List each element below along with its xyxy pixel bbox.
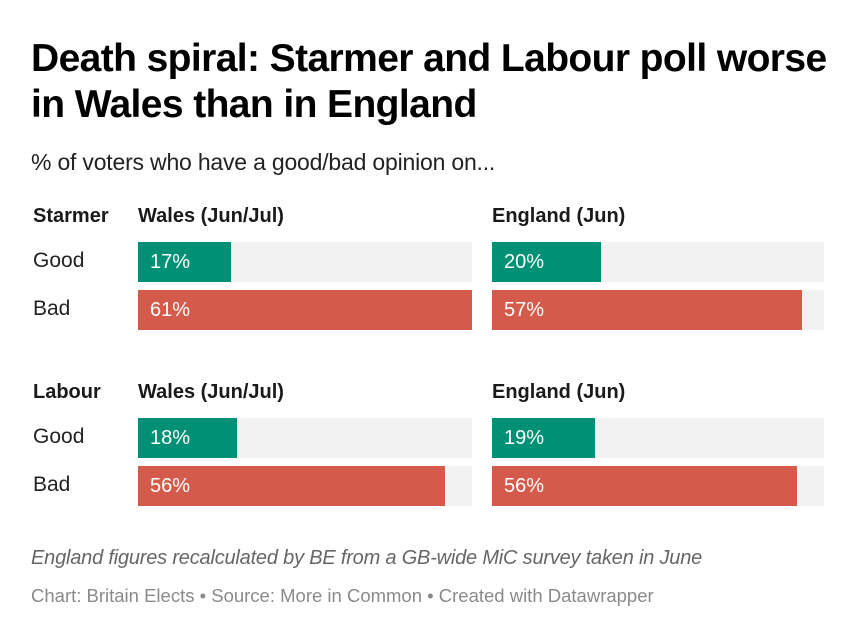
bar-value-label: 57% xyxy=(504,299,545,321)
bar-track: 56% xyxy=(138,466,472,506)
bar-bad: 56% xyxy=(138,466,445,506)
chart-note: England figures recalculated by BE from … xyxy=(31,547,703,569)
bar-track: 20% xyxy=(492,242,824,282)
panel-header: England (Jun) xyxy=(492,205,626,227)
bar-value-label: 61% xyxy=(150,299,191,321)
row-label-bad: Bad xyxy=(33,297,71,320)
bar-track: 19% xyxy=(492,418,824,458)
bar-value-label: 18% xyxy=(150,427,191,449)
bar-bad: 57% xyxy=(492,290,802,330)
bar-good: 19% xyxy=(492,418,595,458)
bar-track: 57% xyxy=(492,290,824,330)
row-label-good: Good xyxy=(33,249,85,272)
bar-track: 56% xyxy=(492,466,824,506)
group-label-labour: Labour xyxy=(33,381,101,403)
bar-value-label: 56% xyxy=(150,475,191,497)
panel-header: Wales (Jun/Jul) xyxy=(138,381,284,403)
chart-credit: Chart: Britain Elects • Source: More in … xyxy=(31,585,654,606)
bar-track: 61% xyxy=(138,290,472,330)
bar-track: 18% xyxy=(138,418,472,458)
chart-subtitle: % of voters who have a good/bad opinion … xyxy=(31,149,496,175)
group-label-starmer: Starmer xyxy=(33,205,109,227)
row-label-bad: Bad xyxy=(33,473,71,496)
panel-header: Wales (Jun/Jul) xyxy=(138,205,284,227)
bar-value-label: 56% xyxy=(504,475,545,497)
bar-value-label: 20% xyxy=(504,251,545,273)
bar-value-label: 17% xyxy=(150,251,191,273)
bar-bad: 56% xyxy=(492,466,797,506)
bar-track: 17% xyxy=(138,242,472,282)
panel-header: England (Jun) xyxy=(492,381,626,403)
bar-good: 18% xyxy=(138,418,237,458)
chart-title: Death spiral: Starmer and Labour poll wo… xyxy=(31,37,827,126)
bar-bad: 61% xyxy=(138,290,472,330)
bar-good: 17% xyxy=(138,242,231,282)
bar-good: 20% xyxy=(492,242,601,282)
row-label-good: Good xyxy=(33,425,85,448)
bar-value-label: 19% xyxy=(504,427,545,449)
